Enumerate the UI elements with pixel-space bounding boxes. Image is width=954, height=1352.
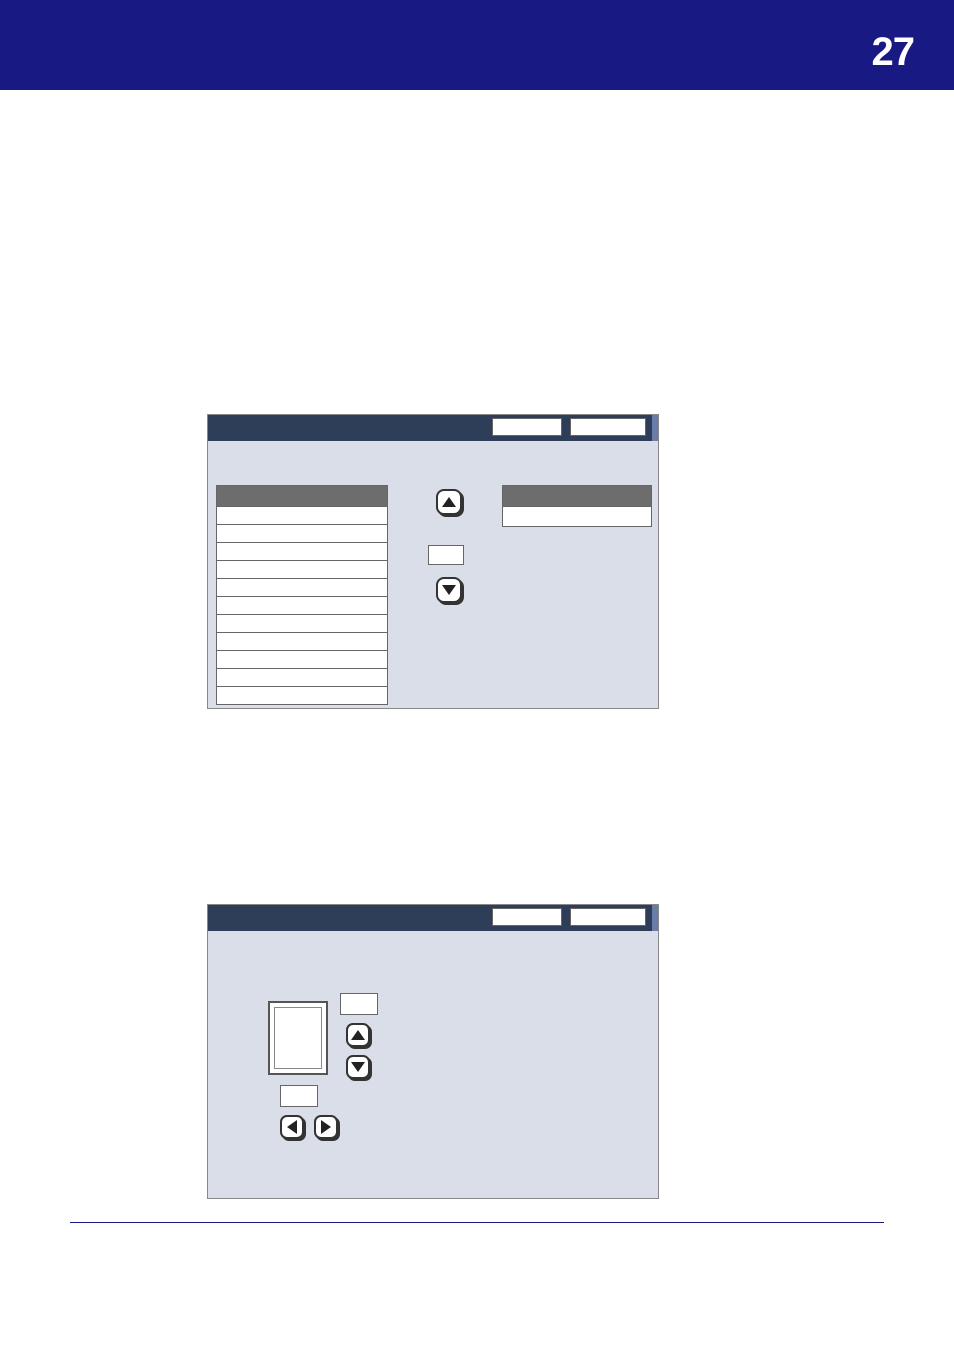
height-value-field [340,993,378,1015]
list-item[interactable] [216,579,388,597]
list-item[interactable] [216,615,388,633]
settings-panel-list [207,414,659,709]
left-option-list[interactable] [216,485,388,705]
chevron-left-icon [287,1120,297,1134]
chevron-up-icon [351,1030,365,1040]
right-option-list[interactable] [502,485,652,527]
list-item[interactable] [216,543,388,561]
scroll-up-button[interactable] [436,489,462,515]
list-item[interactable] [216,507,388,525]
list-item[interactable] [216,633,388,651]
panel1-titlebar [208,415,658,441]
width-value-field [280,1085,318,1107]
chevron-right-icon [321,1120,331,1134]
list-item[interactable] [216,597,388,615]
chevron-up-icon [442,497,456,507]
height-decrease-button[interactable] [346,1055,370,1079]
list-item[interactable] [216,687,388,705]
panel2-titlebar [208,905,658,931]
page-orientation-thumb [268,1001,328,1075]
page-counter-field [428,545,464,565]
chevron-down-icon [351,1062,365,1072]
page-orientation-inner [274,1007,322,1069]
list-item[interactable] [216,669,388,687]
list-item[interactable] [216,525,388,543]
list-item[interactable] [216,485,388,507]
footer-rule [70,1222,884,1223]
page-number: 27 [872,30,915,75]
panel2-tab-2[interactable] [570,908,646,926]
titlebar-accent [652,415,658,441]
titlebar-accent [652,905,658,931]
list-item[interactable] [502,507,652,527]
list-item[interactable] [216,561,388,579]
list-item[interactable] [216,651,388,669]
chevron-down-icon [442,585,456,595]
scroll-down-button[interactable] [436,577,462,603]
panel1-tab-2[interactable] [570,418,646,436]
header-band: 27 [0,0,954,90]
width-decrease-button[interactable] [280,1115,304,1139]
width-increase-button[interactable] [314,1115,338,1139]
list-item[interactable] [502,485,652,507]
panel2-tab-1[interactable] [492,908,562,926]
panel1-tab-1[interactable] [492,418,562,436]
height-increase-button[interactable] [346,1023,370,1047]
settings-panel-size [207,904,659,1199]
